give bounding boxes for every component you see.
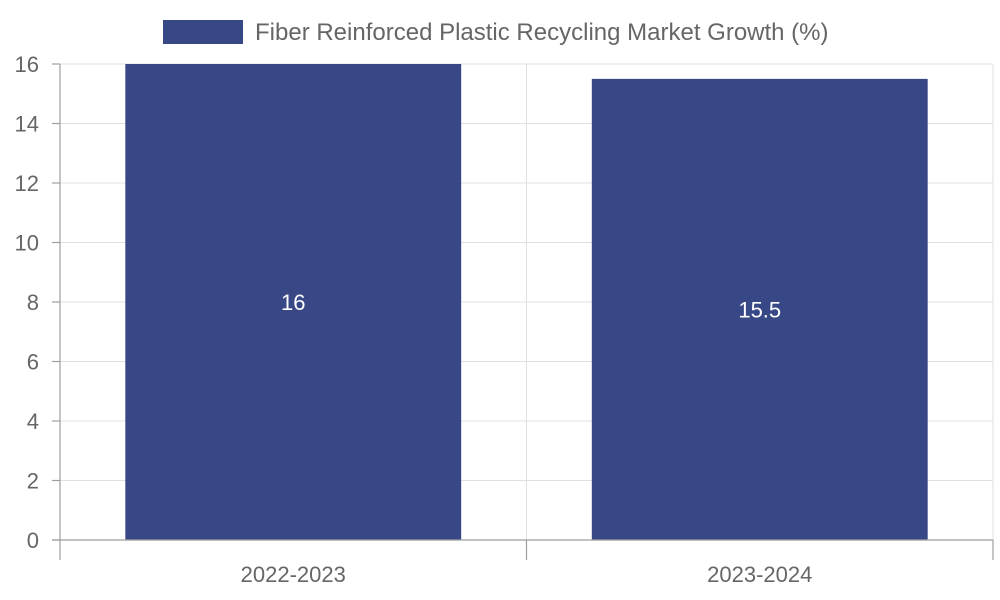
y-tick-label: 2 [27, 469, 39, 494]
bars [125, 64, 928, 540]
data-label: 16 [281, 290, 305, 315]
data-label: 15.5 [738, 297, 781, 322]
y-axis-ticks: 0 2 4 6 8 10 12 14 16 [15, 52, 60, 553]
legend-label: Fiber Reinforced Plastic Recycling Marke… [255, 19, 829, 46]
y-tick-label: 14 [15, 112, 39, 137]
bar-2023-2024[interactable] [591, 78, 928, 540]
x-axis-ticks: 2022-2023 2023-2024 [241, 540, 994, 587]
y-tick-label: 6 [27, 350, 39, 375]
x-tick-label: 2022-2023 [241, 562, 346, 587]
data-labels: 16 15.5 [281, 290, 781, 322]
y-tick-label: 0 [27, 528, 39, 553]
y-tick-label: 4 [27, 409, 39, 434]
legend-swatch [163, 20, 243, 44]
y-tick-label: 12 [15, 171, 39, 196]
bar-2022-2023[interactable] [125, 64, 462, 540]
y-tick-label: 10 [15, 231, 39, 256]
x-tick-label: 2023-2024 [707, 562, 812, 587]
chart-legend[interactable]: Fiber Reinforced Plastic Recycling Marke… [163, 19, 829, 46]
y-tick-label: 8 [27, 290, 39, 315]
axes [52, 64, 993, 560]
y-tick-label: 16 [15, 52, 39, 77]
